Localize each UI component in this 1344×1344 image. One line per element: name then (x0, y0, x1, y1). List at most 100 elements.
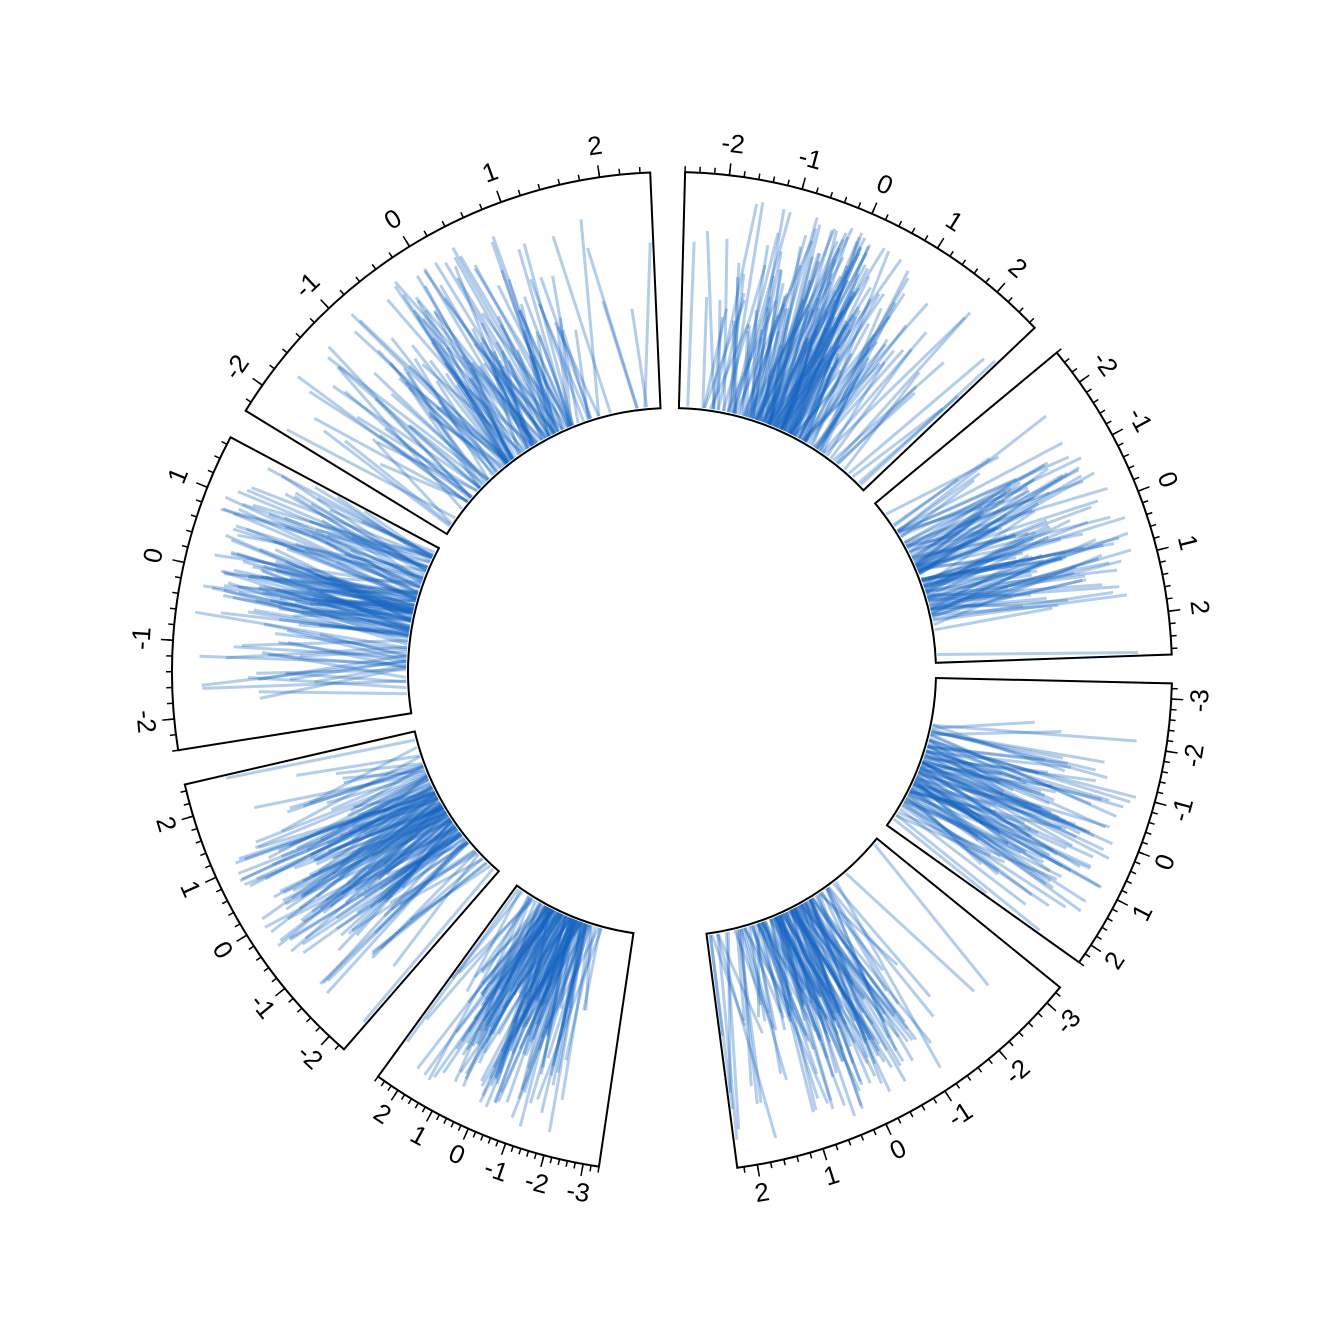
data-line (739, 244, 770, 416)
data-line (491, 235, 565, 431)
data-line (517, 309, 573, 427)
data-line (467, 905, 548, 1004)
data-line (781, 913, 831, 995)
data-line (922, 757, 1114, 846)
data-line (793, 907, 844, 1010)
data-line (461, 908, 553, 1056)
minor-tick (526, 1150, 530, 1157)
data-line (338, 365, 481, 490)
data-line (319, 777, 430, 841)
data-line (930, 729, 1096, 772)
minor-tick (796, 1155, 800, 1163)
data-line (924, 754, 1102, 801)
data-line (339, 786, 434, 866)
data-line (910, 786, 1091, 870)
data-line (289, 834, 463, 940)
sector-lines (225, 738, 495, 1023)
data-line (522, 296, 575, 426)
data-line (291, 818, 452, 900)
data-line (760, 921, 806, 1004)
major-tick (390, 1089, 399, 1101)
data-line (803, 901, 896, 1018)
data-line (905, 797, 1045, 864)
data-line (505, 917, 573, 1103)
data-line (341, 825, 457, 896)
data-line (745, 325, 751, 417)
data-line (897, 455, 1070, 534)
data-line (350, 313, 506, 467)
major-tick (275, 987, 286, 997)
data-line (533, 907, 551, 990)
data-line (808, 898, 883, 1084)
data-line (295, 542, 423, 583)
data-line (925, 749, 1014, 792)
data-line (283, 516, 424, 581)
data-line (794, 326, 834, 437)
data-line (222, 593, 409, 637)
minor-tick (949, 250, 954, 257)
tick-label: -2 (217, 349, 255, 385)
data-line (803, 322, 871, 443)
data-line (300, 580, 413, 615)
minor-tick (1078, 961, 1085, 967)
data-line (407, 424, 482, 489)
data-line (518, 309, 572, 428)
data-line (775, 244, 872, 429)
data-line (249, 789, 435, 888)
data-line (801, 362, 881, 442)
data-line (284, 492, 426, 576)
data-line (286, 764, 424, 814)
data-line (934, 606, 1053, 632)
data-line (279, 597, 415, 607)
data-line (560, 925, 593, 1101)
data-line (810, 897, 918, 1041)
data-line (380, 820, 453, 902)
minor-tick (1064, 357, 1070, 363)
data-line (808, 899, 867, 1035)
data-line (272, 539, 417, 601)
data-line (314, 797, 439, 862)
major-tick (496, 190, 502, 203)
data-line (235, 790, 436, 865)
data-line (767, 287, 861, 426)
data-line (782, 246, 863, 432)
data-line (930, 730, 1064, 760)
major-tick (172, 559, 185, 564)
minor-tick (1141, 841, 1149, 845)
data-line (926, 555, 1067, 600)
data-line (905, 795, 999, 876)
data-line (255, 773, 428, 844)
data-line (379, 831, 461, 890)
minor-tick (618, 168, 621, 175)
data-line (289, 765, 424, 810)
data-line (924, 531, 1030, 593)
data-line (319, 623, 410, 633)
data-line (732, 296, 772, 414)
data-line (293, 812, 448, 870)
data-line (538, 334, 573, 427)
data-line (780, 913, 857, 1022)
data-line (255, 599, 412, 624)
data-line (284, 825, 457, 906)
data-line (933, 553, 1103, 627)
tick-label: 1 (405, 1119, 432, 1152)
minor-tick (1101, 926, 1108, 931)
data-line (930, 730, 1105, 764)
major-tick (1168, 609, 1181, 612)
data-line (809, 898, 877, 1065)
data-line (465, 889, 522, 993)
data-line (480, 337, 551, 438)
data-line (810, 897, 897, 1015)
data-line (309, 519, 431, 564)
data-line (789, 369, 842, 435)
data-line (242, 560, 415, 607)
minor-tick (221, 900, 228, 905)
data-line (892, 817, 988, 895)
data-line (376, 440, 478, 493)
data-line (298, 623, 409, 635)
data-line (561, 329, 592, 420)
data-line (346, 796, 439, 885)
data-line (237, 490, 428, 571)
data-line (335, 560, 418, 599)
minor-tick (1037, 1012, 1043, 1018)
